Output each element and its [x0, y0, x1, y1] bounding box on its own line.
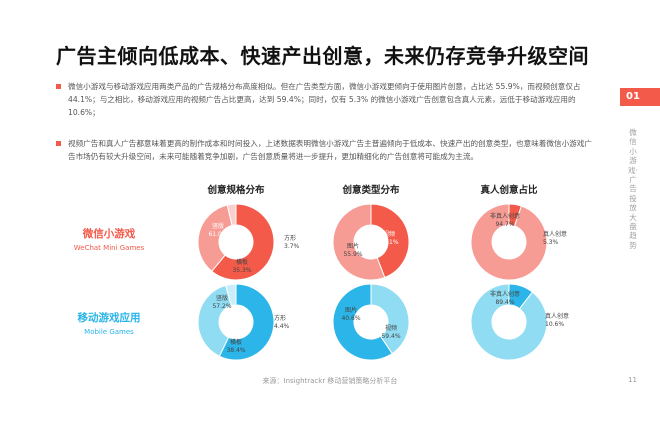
page-number: 11 [628, 376, 637, 384]
donut-slice [370, 203, 410, 279]
column-header-real-person: 真人创意占比 [480, 185, 538, 196]
row-label-zh: 微信小游戏 [82, 228, 136, 240]
row-label-zh: 移动游戏应用 [77, 312, 141, 324]
page-title: 广告主倾向低成本、快速产出创意，未来仍存竞争升级空间 [56, 44, 589, 68]
row-label-mobile: 移动游戏应用 Mobile Games [64, 310, 154, 336]
column-header-type: 创意类型分布 [342, 185, 400, 196]
donut-slice [332, 203, 386, 281]
side-label: 微信小游戏·广告投放大盘趋势 [628, 128, 638, 250]
row-label-en: Mobile Games [84, 328, 134, 336]
slice-label: 真人创意 10.6% [545, 312, 569, 328]
bullet-marker [56, 84, 61, 89]
donut-slice [226, 203, 237, 227]
slice-label: 竖版 57.2% [212, 294, 231, 310]
source-note: 来源：Insightrackr 移动营销策略分析平台 [262, 377, 398, 385]
slice-label: 图片 55.9% [343, 242, 362, 258]
slice-label: 非真人创意 89.4% [490, 290, 520, 306]
slice-label: 视频 59.4% [381, 324, 400, 340]
bullet-text: 微信小游戏与移动游戏应用两类产品的广告规格分布高度相似。但在广告类型方面，微信小… [68, 82, 581, 118]
row-label-wechat: 微信小游戏 WeChat Mini Games [64, 226, 154, 252]
donut-slice [211, 203, 275, 281]
donut-slice [332, 283, 393, 361]
slice-label: 非真人创意 94.7% [490, 212, 520, 228]
bullet-marker [56, 141, 61, 146]
bullet-point: 视频广告和真人广告都意味着更高的制作成本和时间投入，上述数据表明微信小游戏广告主… [56, 137, 592, 163]
section-tag: 01 [620, 88, 660, 106]
donut-slice [197, 204, 233, 272]
slice-label: 竖版 61.0% [208, 222, 227, 238]
donut-slice [370, 283, 410, 355]
slice-label: 横板 35.3% [232, 258, 251, 274]
slice-label: 横板 38.4% [226, 338, 245, 354]
slice-label: 真人创意 5.3% [543, 230, 567, 246]
donut-slice [470, 203, 548, 281]
bullet-point: 微信小游戏与移动游戏应用两类产品的广告规格分布高度相似。但在广告类型方面，微信小… [56, 80, 592, 120]
donut-slice [197, 284, 232, 357]
row-label-en: WeChat Mini Games [73, 244, 145, 252]
slice-label: 方形 3.7% [284, 234, 300, 250]
donut-slice [225, 283, 237, 307]
slice-label: 图片 40.6% [341, 306, 360, 322]
donut-slice [470, 283, 548, 361]
slice-label: 方形 4.4% [274, 314, 290, 330]
bullet-text: 视频广告和真人广告都意味着更高的制作成本和时间投入，上述数据表明微信小游戏广告主… [68, 139, 592, 162]
column-header-spec: 创意规格分布 [207, 185, 265, 196]
slice-label: 视频 44.1% [379, 230, 398, 246]
donut-slice [218, 283, 275, 361]
